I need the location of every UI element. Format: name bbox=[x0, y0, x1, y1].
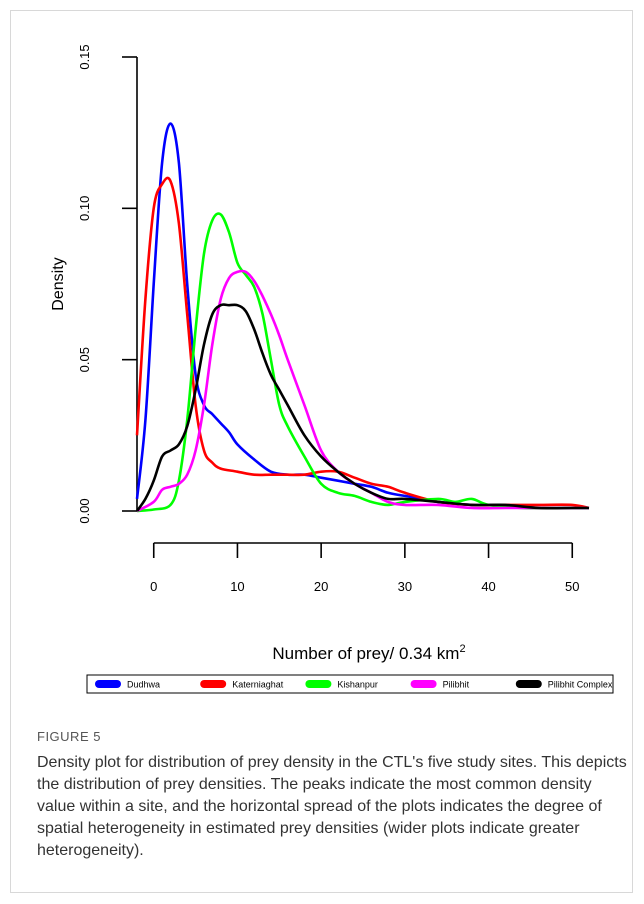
figure-caption-text: Density plot for distribution of prey de… bbox=[37, 754, 627, 859]
legend-swatch-dudhwa bbox=[95, 680, 121, 688]
y-tick-label: 0.00 bbox=[77, 498, 92, 523]
series-line-pilibhit bbox=[136, 269, 590, 513]
legend-swatch-pilibhit-complex bbox=[515, 680, 542, 688]
legend-swatch-pilibhit bbox=[410, 680, 437, 688]
x-tick-label: 30 bbox=[398, 579, 412, 594]
legend-label-pilibhit-complex: Pilibhit Complex bbox=[548, 680, 613, 690]
legend-box bbox=[86, 674, 614, 694]
legend-label-kishanpur: Kishanpur bbox=[337, 680, 378, 690]
legend-swatch-kishanpur bbox=[305, 680, 332, 688]
series-line-kishanpur bbox=[136, 212, 590, 513]
x-tick-label: 40 bbox=[481, 579, 495, 594]
y-tick-label: 0.05 bbox=[77, 347, 92, 372]
x-tick-label: 20 bbox=[314, 579, 328, 594]
legend-label-dudhwa: Dudhwa bbox=[127, 680, 160, 690]
density-chart: 0.00 0.05 0.10 0.15 Density 0 10 20 30 40 50 Number… bbox=[50, 44, 614, 694]
x-tick-label: 50 bbox=[565, 579, 579, 594]
series-line-pilibhit-complex bbox=[135, 303, 590, 512]
x-tick-label: 10 bbox=[230, 579, 244, 594]
x-tick-label: 0 bbox=[150, 579, 157, 594]
legend-label-katerniaghat: Katerniaghat bbox=[232, 680, 284, 690]
figure-caption: FIGURE 5 Density plot for distribution o… bbox=[37, 729, 627, 862]
figure-label: FIGURE 5 bbox=[37, 729, 101, 744]
y-tick-label: 0.15 bbox=[77, 44, 92, 69]
y-tick-label: 0.10 bbox=[77, 196, 92, 221]
x-axis-title: Number of prey/ 0.34 km2 bbox=[272, 643, 465, 663]
figure-card: 0.00 0.05 0.10 0.15 Density 0 10 20 30 40 50 Number… bbox=[10, 10, 633, 893]
y-axis-title: Density bbox=[50, 257, 67, 310]
legend-label-pilibhit: Pilibhit bbox=[443, 680, 470, 690]
legend-swatch-katerniaghat bbox=[200, 680, 227, 688]
